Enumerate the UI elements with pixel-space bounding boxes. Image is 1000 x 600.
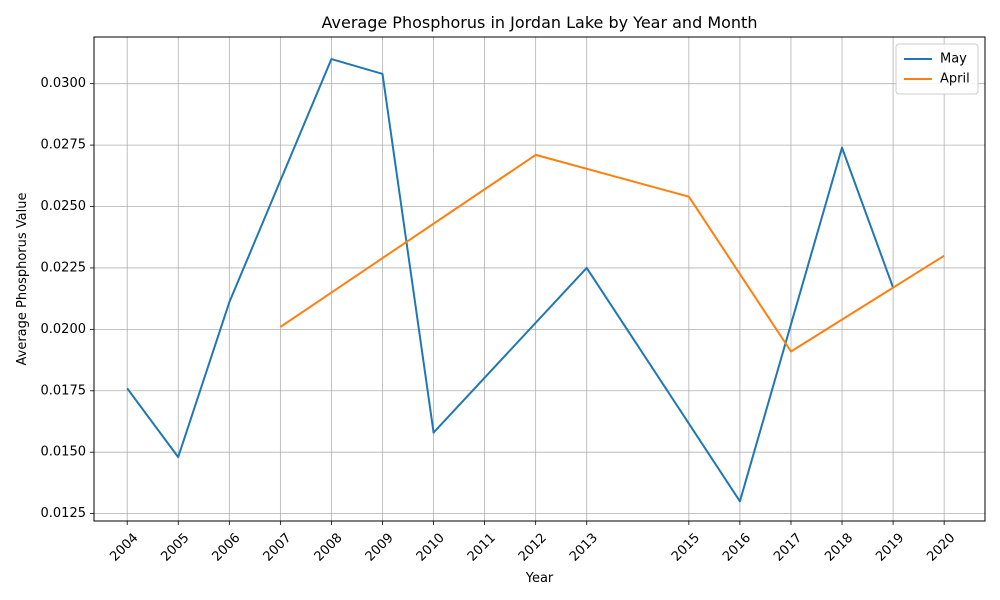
- y-tick-label: 0.0300: [41, 76, 87, 91]
- legend-label-april: April: [940, 72, 970, 87]
- series-line-may: [126, 58, 895, 503]
- y-tick-label: 0.0125: [41, 506, 87, 521]
- x-axis-title: Year: [525, 571, 554, 586]
- legend-box: [895, 43, 979, 95]
- y-tick-label: 0.0175: [41, 383, 87, 398]
- legend-label-may: May: [940, 52, 967, 67]
- y-tick-label: 0.0150: [41, 445, 87, 460]
- y-tick-label: 0.0250: [41, 199, 87, 214]
- grid: [94, 37, 985, 521]
- legend: May April: [895, 43, 979, 95]
- y-tick-label: 0.0200: [41, 322, 87, 337]
- y-axis-title: Average Phosphorus Value: [15, 193, 30, 366]
- plot-frame: [93, 36, 986, 522]
- y-tick-label: 0.0275: [41, 138, 87, 153]
- series-line-april: [279, 153, 945, 353]
- series-lines: [126, 58, 945, 503]
- chart-title: Average Phosphorus in Jordan Lake by Yea…: [322, 13, 758, 32]
- y-tick-label: 0.0225: [41, 260, 87, 275]
